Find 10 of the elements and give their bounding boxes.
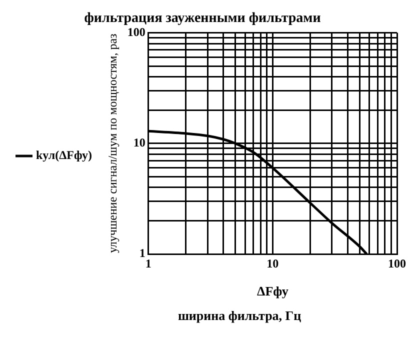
y-axis-title: улучшение сигнал/шум по мощностям, раз — [105, 33, 120, 254]
legend-label: kул(ΔFфу) — [36, 148, 92, 162]
x-tick-label: 10 — [266, 256, 279, 270]
x-tick-label: 100 — [388, 256, 406, 270]
y-tick-label: 10 — [133, 135, 146, 150]
y-tick-label: 100 — [127, 24, 146, 39]
chart-title: фильтрация зауженными фильтрами — [84, 11, 321, 26]
text: ширина фильтра, Гц — [176, 308, 302, 324]
y-tick-label: 1 — [139, 246, 146, 260]
x-axis-title: ΔFфу — [257, 284, 289, 299]
